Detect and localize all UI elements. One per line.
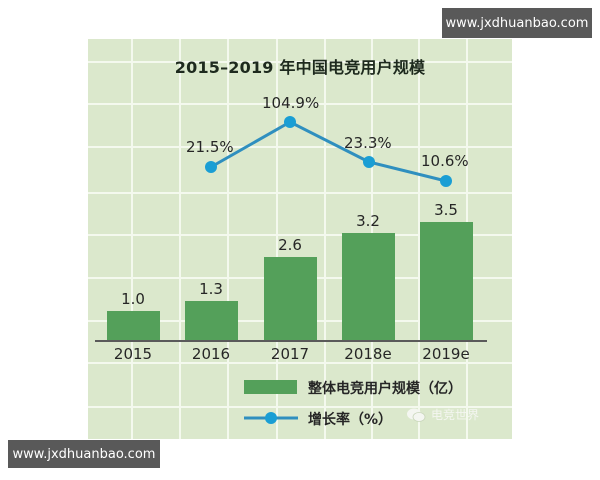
grid-line (88, 146, 512, 148)
line-point (440, 175, 452, 187)
x-tick-label: 2016 (191, 345, 231, 363)
site-watermark-badge: www.jxdhuanbao.com (442, 8, 592, 38)
grid-line (227, 39, 229, 439)
x-tick-label: 2018e (344, 345, 392, 363)
bar-value-label: 1.3 (199, 280, 223, 298)
grid-line (276, 39, 278, 439)
legend-bar-label: 整体电竞用户规模（亿） (308, 381, 462, 397)
bar-value-label: 2.6 (278, 236, 302, 254)
grid-line (88, 362, 512, 364)
chart-panel: 2015–2019 年中国电竞用户规模 1.0 1.3 2.6 3.2 3.5 … (88, 39, 512, 439)
growth-value-label: 21.5% (186, 138, 234, 156)
bar-2019e (420, 222, 473, 341)
grid-line (179, 39, 181, 439)
grid-line (324, 39, 326, 439)
bar-2017 (264, 257, 317, 341)
growth-value-label: 104.9% (262, 94, 320, 112)
source-watermark: 电竞世界 (406, 406, 479, 423)
x-tick-label: 2017 (270, 345, 310, 363)
bar-2015 (107, 311, 160, 341)
site-watermark-text: www.jxdhuanbao.com (445, 15, 589, 31)
x-tick-label: 2015 (113, 345, 153, 363)
x-axis-baseline (95, 340, 487, 342)
legend-line-label: 增长率（%） (308, 412, 393, 428)
grid-line (88, 406, 512, 408)
chart-title: 2015–2019 年中国电竞用户规模 (174, 58, 426, 77)
legend-line-swatch (244, 412, 298, 424)
wechat-icon (407, 408, 426, 422)
growth-value-label: 10.6% (421, 152, 469, 170)
line-point (205, 161, 217, 173)
bar-2018e (342, 233, 395, 341)
growth-rate-line (205, 116, 452, 187)
bar-value-label: 1.0 (121, 290, 145, 308)
grid-line (88, 192, 512, 194)
line-point (284, 116, 296, 128)
growth-value-label: 23.3% (344, 134, 392, 152)
bar-2016 (185, 301, 238, 341)
grid-line (418, 39, 420, 439)
x-tick-label: 2019e (422, 345, 470, 363)
grid-line (88, 234, 512, 236)
grid-line (88, 103, 512, 105)
bar-value-label: 3.2 (356, 212, 380, 230)
legend-bar-swatch (244, 380, 297, 394)
grid-line (88, 61, 512, 63)
site-watermark-text: www.jxdhuanbao.com (12, 446, 156, 462)
grid-line (131, 39, 133, 439)
bar-value-label: 3.5 (434, 201, 458, 219)
site-watermark-badge: www.jxdhuanbao.com (8, 440, 160, 468)
line-point (363, 156, 375, 168)
source-watermark-text: 电竞世界 (431, 408, 480, 422)
